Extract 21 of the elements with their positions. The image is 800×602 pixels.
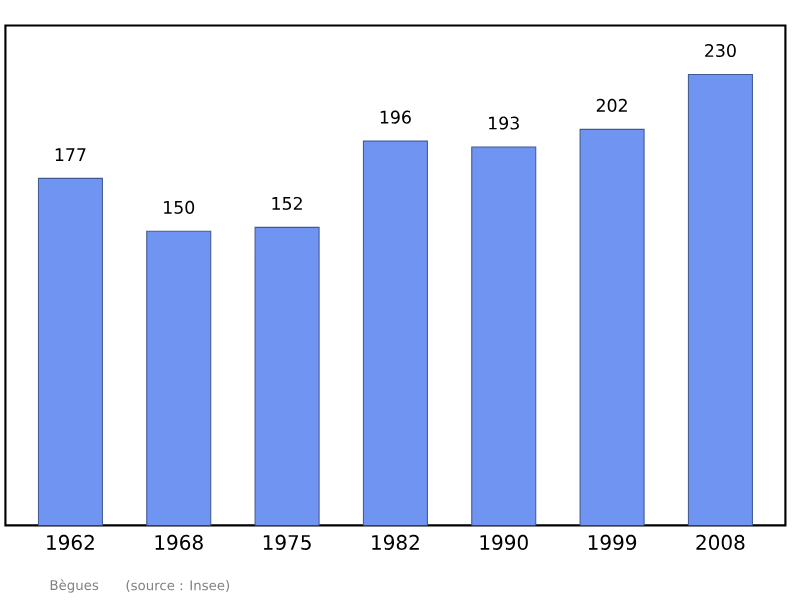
bar (37, 178, 103, 526)
x-tick-label: 2008 (696, 535, 745, 551)
bar (362, 140, 428, 526)
x-tick-label: 1982 (372, 535, 419, 551)
data-label: 177 (55, 148, 86, 162)
x-tick-label: 1999 (588, 535, 637, 551)
bar (254, 227, 320, 526)
bar (471, 146, 537, 526)
x-tick-label: 1975 (263, 535, 311, 551)
data-label: 193 (489, 116, 519, 130)
bar (687, 74, 753, 526)
x-tick-label: 1990 (480, 535, 528, 551)
data-label: 230 (705, 44, 736, 58)
data-label: 202 (596, 99, 627, 113)
data-label: 150 (164, 201, 195, 215)
x-tick-label: 1962 (47, 535, 94, 551)
bar (579, 129, 645, 526)
bar (146, 230, 212, 526)
data-label: 152 (272, 197, 302, 211)
x-tick-label: 1968 (155, 535, 203, 551)
data-label: 196 (380, 110, 411, 124)
